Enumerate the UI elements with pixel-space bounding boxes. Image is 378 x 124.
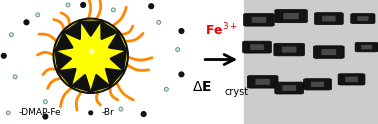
Ellipse shape	[66, 3, 70, 7]
Ellipse shape	[13, 75, 17, 79]
FancyBboxPatch shape	[275, 10, 307, 23]
Ellipse shape	[176, 48, 180, 52]
FancyBboxPatch shape	[357, 16, 369, 21]
FancyBboxPatch shape	[256, 79, 270, 85]
Polygon shape	[105, 68, 124, 86]
Text: cryst: cryst	[224, 87, 248, 97]
FancyBboxPatch shape	[311, 82, 324, 87]
FancyBboxPatch shape	[247, 76, 278, 88]
Ellipse shape	[9, 33, 13, 37]
FancyBboxPatch shape	[282, 47, 296, 53]
Polygon shape	[108, 32, 126, 51]
Text: -Br: -Br	[101, 108, 114, 117]
Ellipse shape	[54, 19, 128, 93]
Bar	[244, 0, 378, 124]
Ellipse shape	[179, 29, 184, 33]
Polygon shape	[64, 21, 81, 40]
FancyBboxPatch shape	[355, 42, 378, 52]
Ellipse shape	[24, 20, 29, 25]
FancyBboxPatch shape	[338, 74, 365, 85]
Text: Fe$^{3+}$: Fe$^{3+}$	[205, 21, 237, 38]
FancyBboxPatch shape	[275, 82, 304, 94]
FancyBboxPatch shape	[304, 79, 332, 90]
FancyBboxPatch shape	[282, 85, 296, 91]
Polygon shape	[71, 74, 91, 92]
FancyBboxPatch shape	[250, 44, 264, 50]
FancyBboxPatch shape	[243, 41, 271, 53]
FancyBboxPatch shape	[252, 17, 266, 23]
Ellipse shape	[149, 4, 153, 9]
FancyBboxPatch shape	[322, 16, 336, 21]
Ellipse shape	[72, 37, 109, 74]
Ellipse shape	[2, 53, 6, 58]
FancyBboxPatch shape	[345, 77, 358, 82]
Polygon shape	[91, 74, 110, 92]
FancyBboxPatch shape	[361, 45, 372, 49]
Ellipse shape	[119, 107, 123, 111]
Ellipse shape	[179, 72, 184, 77]
Ellipse shape	[43, 100, 47, 104]
Ellipse shape	[43, 114, 48, 119]
Polygon shape	[110, 51, 126, 71]
Ellipse shape	[89, 111, 93, 115]
Ellipse shape	[164, 87, 168, 91]
Polygon shape	[101, 21, 118, 40]
FancyBboxPatch shape	[322, 49, 336, 55]
Polygon shape	[55, 32, 73, 51]
Polygon shape	[58, 68, 76, 86]
FancyBboxPatch shape	[244, 14, 274, 26]
Ellipse shape	[141, 112, 146, 116]
FancyBboxPatch shape	[314, 13, 343, 25]
Ellipse shape	[81, 3, 85, 7]
Ellipse shape	[6, 111, 10, 115]
Ellipse shape	[36, 13, 40, 17]
Ellipse shape	[157, 20, 161, 24]
Text: -DMAP-Fe: -DMAP-Fe	[19, 108, 62, 117]
FancyBboxPatch shape	[351, 14, 375, 24]
Text: $\Delta$E: $\Delta$E	[192, 80, 212, 94]
Polygon shape	[55, 51, 71, 71]
FancyBboxPatch shape	[313, 46, 344, 58]
FancyBboxPatch shape	[274, 43, 304, 56]
Ellipse shape	[112, 8, 115, 12]
Polygon shape	[81, 21, 101, 36]
FancyBboxPatch shape	[284, 13, 299, 19]
